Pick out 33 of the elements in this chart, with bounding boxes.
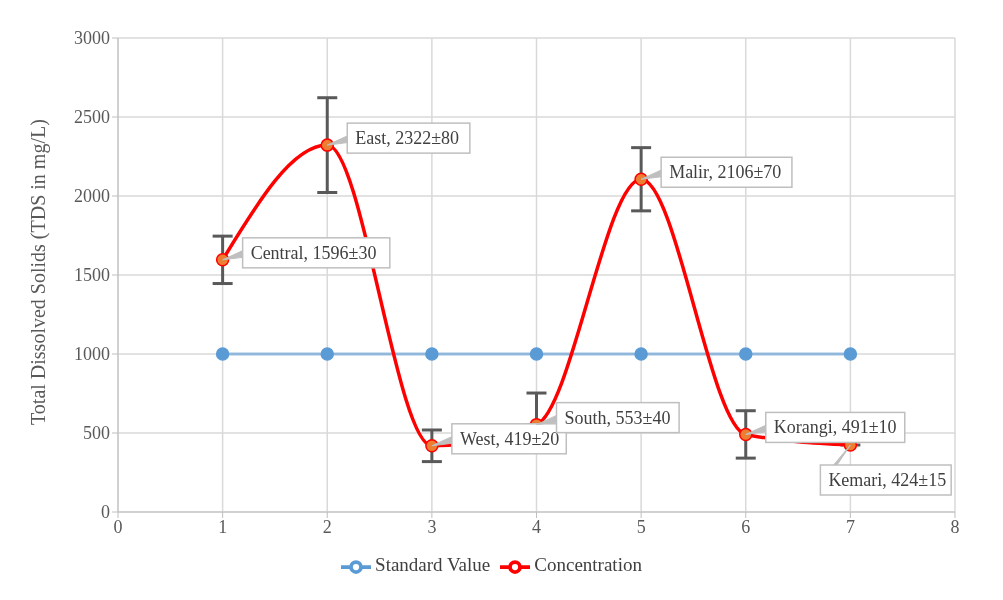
data-label: Kemari, 424±15 <box>828 470 947 491</box>
x-tick-label: 6 <box>741 516 751 537</box>
data-label: West, 419±20 <box>459 428 560 449</box>
x-tick-label: 5 <box>636 516 646 537</box>
point <box>843 347 858 361</box>
point <box>215 347 230 361</box>
point <box>320 347 334 361</box>
point <box>634 347 648 361</box>
x-tick-label: 4 <box>532 516 541 537</box>
x-tick-label: 8 <box>950 516 960 537</box>
x-tick-label: 3 <box>427 516 437 537</box>
point <box>425 347 439 361</box>
data-label: Central, 1596±30 <box>250 242 377 263</box>
data-label: South, 553±40 <box>564 407 671 428</box>
y-tick-label: 1000 <box>74 344 110 365</box>
legend-label: Standard Value <box>375 554 491 576</box>
y-tick-label: 500 <box>83 423 110 444</box>
x-tick-label: 0 <box>113 516 123 537</box>
y-tick-label: 0 <box>101 502 110 523</box>
data-label: Korangi, 491±10 <box>773 417 897 438</box>
y-tick-label: 2000 <box>74 186 110 207</box>
y-axis-title: Total Dissolved Solids (TDS in mg/L) <box>27 119 51 425</box>
y-tick-label: 1500 <box>74 265 110 286</box>
x-tick-label: 7 <box>845 516 855 537</box>
x-tick-label: 2 <box>322 516 332 537</box>
data-label: Malir, 2106±70 <box>669 162 782 183</box>
x-tick-label: 1 <box>218 516 228 537</box>
legend-label: Concentration <box>534 554 642 576</box>
point <box>529 347 544 361</box>
y-tick-label: 3000 <box>74 28 110 49</box>
y-tick-label: 2500 <box>74 107 110 128</box>
data-label: East, 2322±80 <box>355 128 460 149</box>
point <box>739 347 753 361</box>
